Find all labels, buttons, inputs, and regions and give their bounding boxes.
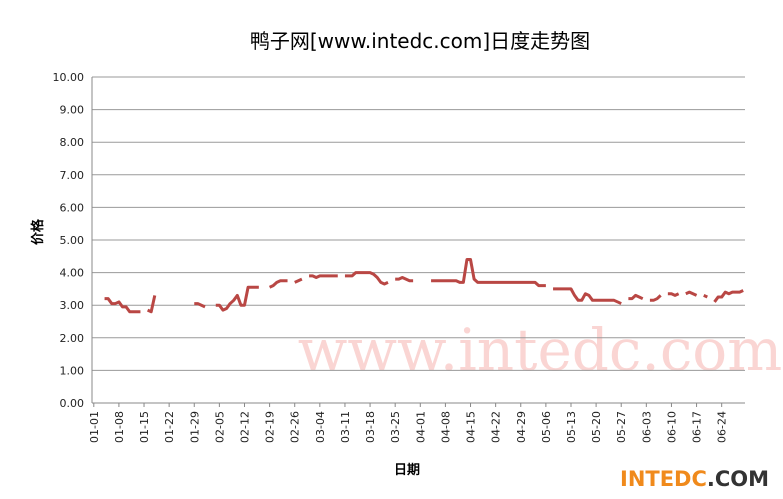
x-tick-label: 06-24 — [716, 411, 729, 443]
x-tick-label: 03-11 — [339, 411, 352, 443]
x-tick-label: 06-10 — [665, 411, 678, 443]
x-tick-label: 04-01 — [414, 411, 427, 443]
line-segment — [628, 293, 644, 301]
x-tick-label: 04-29 — [515, 411, 528, 443]
line-segment — [667, 292, 680, 297]
logo-part: INTEDC — [620, 467, 707, 491]
watermark: www.intedc.com — [298, 316, 782, 384]
line-segment — [194, 302, 206, 309]
x-tick-label: 03-04 — [314, 411, 327, 443]
y-tick-label: 10.00 — [53, 71, 85, 84]
x-tick-label: 04-22 — [490, 411, 503, 443]
y-tick-label: 7.00 — [60, 169, 85, 182]
line-segment — [395, 275, 414, 283]
x-tick-label: 01-15 — [138, 411, 151, 443]
y-tick-label: 1.00 — [60, 364, 85, 377]
x-tick-label: 04-15 — [465, 411, 478, 443]
y-tick-label: 3.00 — [60, 299, 85, 312]
chart-title: 鸭子网[www.intedc.com]日度走势图 — [250, 29, 590, 53]
line-segment — [215, 285, 259, 312]
x-tick-label: 02-26 — [289, 411, 302, 443]
y-tick-label: 4.00 — [60, 267, 85, 280]
logo-part: .COM — [707, 467, 769, 491]
x-tick-label: 06-17 — [691, 411, 704, 443]
line-segment — [431, 258, 546, 288]
x-tick-label: 01-01 — [88, 411, 101, 443]
x-tick-label: 06-03 — [640, 411, 653, 443]
line-segment — [294, 277, 303, 284]
x-tick-label: 05-06 — [540, 411, 553, 443]
x-tick-label: 05-13 — [565, 411, 578, 443]
x-tick-label: 04-08 — [439, 411, 452, 443]
y-tick-label: 9.00 — [60, 104, 85, 117]
x-tick-label: 05-27 — [615, 411, 628, 443]
y-axis-title: 价格 — [30, 218, 46, 245]
line-segment — [309, 274, 338, 279]
x-tick-label: 01-22 — [163, 411, 176, 443]
x-tick-label: 01-08 — [113, 411, 126, 443]
x-tick-label: 03-18 — [364, 411, 377, 443]
line-segment — [685, 290, 698, 297]
line-segment — [553, 287, 622, 305]
line-segment — [268, 279, 288, 289]
x-tick-label: 05-20 — [590, 411, 603, 443]
y-tick-label: 0.00 — [60, 397, 85, 410]
line-segment — [104, 297, 141, 314]
x-tick-label: 02-05 — [213, 411, 226, 443]
line-segment — [344, 271, 389, 286]
y-tick-label: 8.00 — [60, 136, 85, 149]
x-tick-label: 01-29 — [188, 411, 201, 443]
x-tick-label: 03-25 — [389, 411, 402, 443]
y-tick-label: 2.00 — [60, 332, 85, 345]
line-segment — [703, 294, 708, 299]
line-segment — [146, 295, 157, 314]
logo: INTEDC.COM — [620, 467, 769, 491]
y-tick-label: 6.00 — [60, 201, 85, 214]
x-axis-title: 日期 — [394, 463, 420, 478]
line-segment — [649, 294, 662, 302]
x-tick-label: 02-12 — [238, 411, 251, 443]
line-segment — [713, 289, 744, 303]
y-tick-label: 5.00 — [60, 234, 85, 247]
x-tick-label: 02-19 — [264, 411, 277, 443]
